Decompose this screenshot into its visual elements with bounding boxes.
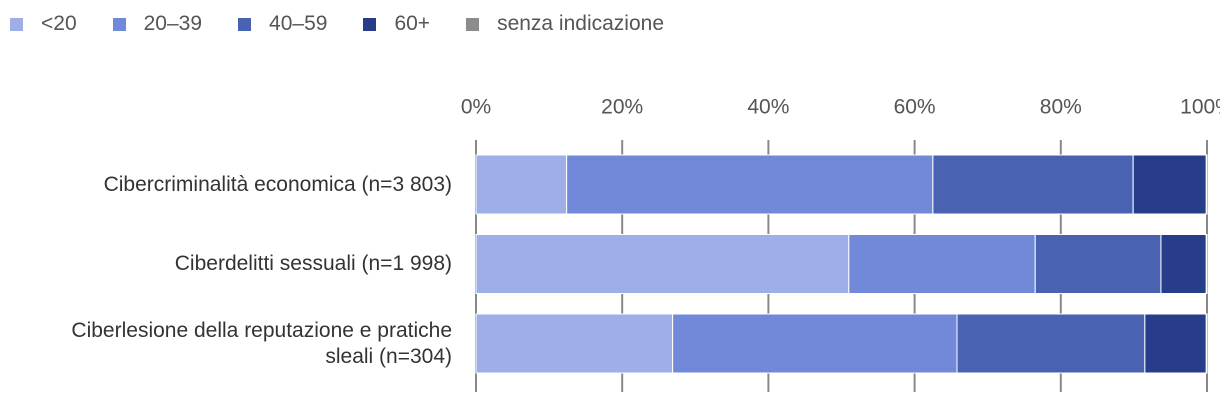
- bar-segment: [1205, 313, 1208, 374]
- bar-segment: [475, 154, 568, 215]
- x-tick-label: 20%: [601, 96, 643, 119]
- legend-swatch: [466, 17, 480, 31]
- bar-segment: [475, 313, 674, 374]
- legend-item: <20: [10, 12, 77, 36]
- bar-segment: [1144, 313, 1207, 374]
- x-tick-label: 60%: [894, 96, 936, 119]
- legend-label: <20: [41, 12, 77, 35]
- legend: <20 20–39 40–59 60+ senza indicazione: [10, 12, 664, 36]
- legend-item: 40–59: [238, 12, 327, 36]
- bar-segment: [1205, 234, 1208, 294]
- legend-label: 60+: [394, 12, 431, 35]
- bar-segment: [1132, 154, 1207, 215]
- bar-segment: [1034, 234, 1162, 294]
- bar-segment: [475, 234, 850, 294]
- category-label: Cibercriminalità economica (n=3 803): [103, 172, 452, 196]
- bar-segment: [848, 234, 1036, 294]
- bar-segment: [1205, 154, 1208, 215]
- x-tick-label: 80%: [1040, 96, 1082, 119]
- legend-swatch: [10, 17, 23, 31]
- legend-swatch: [238, 17, 252, 31]
- x-tick-label: 40%: [747, 96, 789, 119]
- legend-item: 20–39: [112, 12, 203, 36]
- legend-item: 60+: [363, 12, 430, 36]
- category-label: Ciberdelitti sessuali (n=1 998): [174, 252, 452, 275]
- bar-segment: [932, 154, 1134, 215]
- legend-label: 40–59: [269, 12, 328, 35]
- x-tick-label: 0%: [461, 96, 491, 119]
- legend-swatch: [112, 17, 126, 31]
- legend-label: 20–39: [143, 12, 203, 35]
- bar-segment: [566, 154, 934, 215]
- bar-segment: [1160, 234, 1207, 294]
- category-label: Ciberlesione della reputazione e pratich…: [71, 318, 452, 368]
- legend-swatch: [363, 17, 377, 31]
- x-tick-label: 100%: [1180, 96, 1220, 119]
- bar-segment: [956, 313, 1146, 374]
- bar-segment: [672, 313, 958, 374]
- legend-label: senza indicazione: [497, 12, 665, 35]
- legend-item: senza indicazione: [466, 12, 664, 36]
